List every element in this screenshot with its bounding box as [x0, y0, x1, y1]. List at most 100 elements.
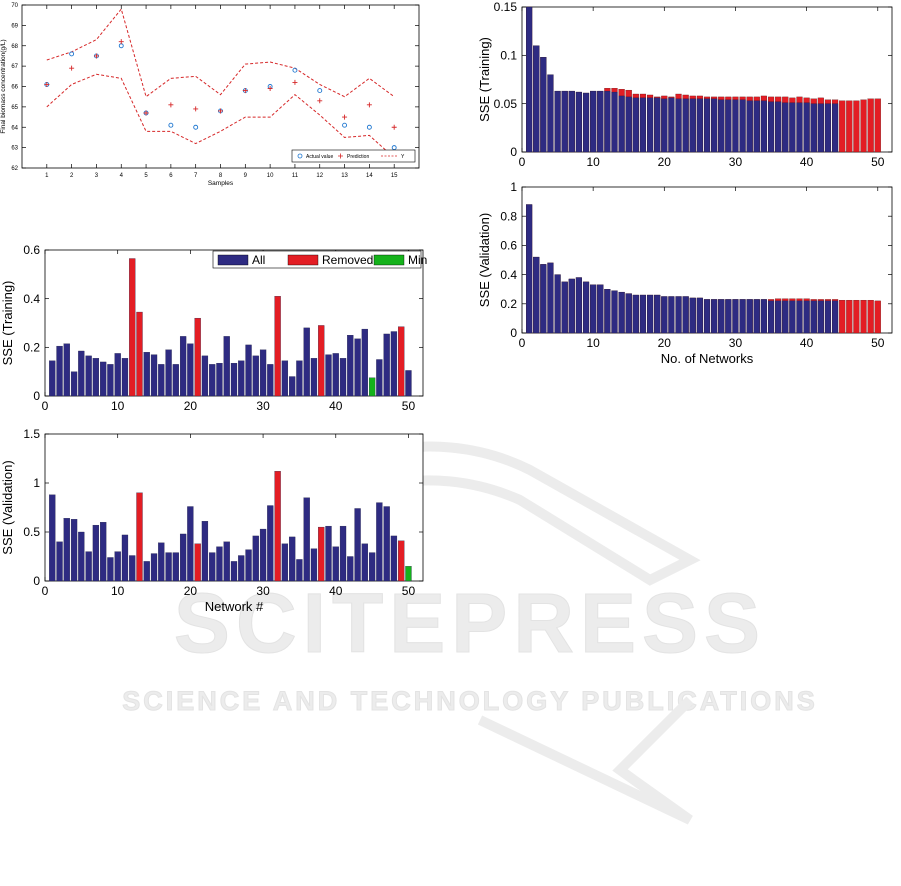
- bar-all: [526, 6, 533, 153]
- bar-all: [789, 102, 796, 153]
- legend: Actual value Prediction Y: [291, 149, 416, 163]
- bar-all: [703, 98, 711, 153]
- x-tick-label: 10: [111, 584, 125, 598]
- y-tick-label: 0.8: [500, 209, 517, 223]
- bar-all: [49, 360, 56, 397]
- legend-prediction-label: Prediction: [347, 154, 369, 160]
- bar-all: [150, 354, 158, 397]
- bar-removed: [194, 543, 201, 582]
- bar-all: [824, 103, 832, 153]
- bar-all: [746, 299, 753, 334]
- bar-removed: [398, 540, 405, 582]
- bar-all: [689, 297, 696, 334]
- y-tick-label: 0.05: [494, 97, 518, 111]
- bar-removed: [318, 526, 325, 582]
- bar-all: [582, 92, 590, 153]
- bar-all: [310, 358, 318, 397]
- bar-all: [682, 98, 689, 153]
- bar-removed: [136, 492, 143, 582]
- bar-all: [675, 296, 682, 334]
- bar-all: [70, 519, 78, 582]
- bar-removed: [839, 100, 846, 153]
- bar-all: [554, 90, 561, 153]
- bar-all: [267, 505, 274, 582]
- bar-removed: [846, 299, 853, 334]
- legend-actual-marker: [297, 153, 303, 159]
- bar-all: [201, 521, 209, 582]
- actual-value-point: [69, 51, 75, 57]
- bar-all: [296, 360, 303, 397]
- y-tick-label: 0: [510, 145, 517, 159]
- prediction-point: [242, 88, 248, 94]
- y-tick-label: 67: [11, 64, 18, 70]
- prediction-point: [69, 65, 75, 71]
- y-tick-label: 0: [510, 326, 517, 340]
- bar-all: [114, 353, 121, 397]
- bar-all: [533, 45, 540, 153]
- bar-all: [575, 91, 582, 153]
- chart-validation-sse-left: 0 10 20 30 40 50 0 0.5 1 1.5 SSE (Validation) Netwo…: [0, 427, 424, 614]
- bar-all: [568, 90, 575, 153]
- bar-all: [376, 359, 383, 397]
- bar-all: [668, 97, 675, 153]
- bar-all: [49, 494, 56, 582]
- bar-all: [711, 98, 718, 153]
- bar-removed: [874, 300, 881, 334]
- bar-all: [347, 556, 354, 582]
- bar-min: [405, 566, 412, 582]
- bar-all: [725, 299, 732, 334]
- bar-removed: [194, 317, 201, 397]
- bar-all: [216, 362, 223, 397]
- bar-all: [554, 274, 561, 334]
- bar-all: [259, 528, 267, 582]
- bar-all: [732, 99, 739, 153]
- y-tick-label: 0: [33, 574, 40, 588]
- bar-all: [121, 358, 129, 397]
- x-tick-label: 3: [95, 173, 99, 179]
- bar-all: [383, 506, 390, 582]
- x-tick-label: 5: [144, 173, 148, 179]
- bar-all: [561, 90, 568, 153]
- bar-all: [796, 102, 803, 153]
- bar-all: [303, 497, 310, 582]
- chart-validation-sse-right: 0 10 20 30 40 50 0 0.2 0.4 0.6 0.8 1 SSE (Validation…: [477, 180, 893, 366]
- bar-all: [100, 361, 107, 397]
- y-tick-label: 63: [11, 146, 18, 152]
- y-axis-label: SSE (Training): [477, 37, 492, 122]
- x-tick-label: 30: [729, 155, 743, 169]
- bar-removed: [398, 326, 405, 397]
- bar-all: [547, 262, 554, 334]
- y-tick-label: 65: [11, 105, 18, 111]
- bar-all: [654, 294, 661, 334]
- bar-all: [361, 543, 368, 582]
- y-tick-label: 0.4: [500, 268, 517, 282]
- bar-all: [70, 371, 78, 397]
- prediction-point: [118, 39, 124, 45]
- x-tick-label: 30: [729, 336, 743, 350]
- bar-all: [782, 300, 789, 334]
- x-tick-label: 50: [871, 336, 885, 350]
- bar-all: [625, 96, 632, 153]
- prediction-point: [391, 124, 397, 130]
- x-tick-label: 10: [111, 399, 125, 413]
- bar-all: [718, 99, 725, 153]
- x-tick-label: 50: [871, 155, 885, 169]
- bar-removed: [860, 99, 867, 153]
- y-tick-label: 70: [11, 3, 18, 9]
- bar-all: [187, 343, 194, 397]
- bar-all: [711, 299, 718, 334]
- prediction-point: [143, 110, 149, 116]
- bar-removed: [136, 311, 143, 397]
- bar-all: [803, 300, 810, 334]
- bar-all: [383, 333, 390, 397]
- bar-all: [639, 294, 647, 334]
- bar-all: [661, 296, 668, 334]
- x-tick-label: 15: [391, 173, 398, 179]
- bar-all: [775, 300, 782, 334]
- bar-all: [267, 364, 274, 397]
- y-axis-label: SSE (Training): [0, 281, 15, 366]
- y-tick-label: 0.5: [23, 525, 40, 539]
- y-tick-label: 69: [11, 23, 18, 29]
- bar-removed: [867, 98, 874, 153]
- bar-all: [158, 542, 165, 582]
